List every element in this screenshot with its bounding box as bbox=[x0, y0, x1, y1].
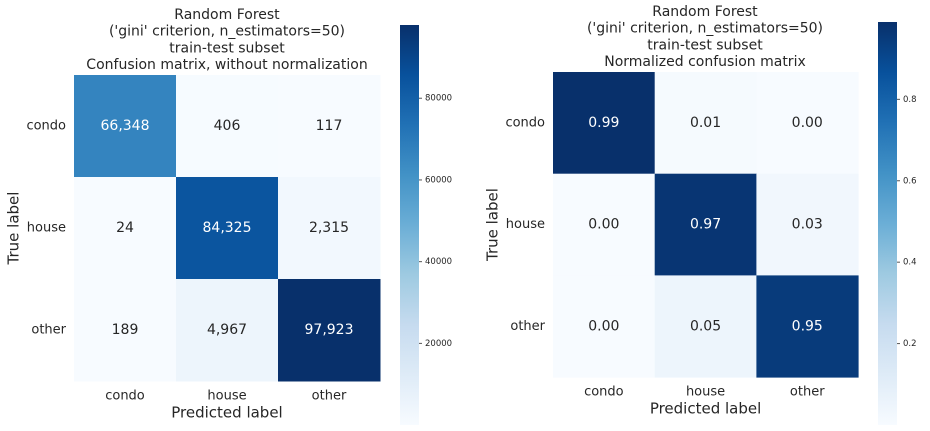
chart-title: train-test subset bbox=[169, 40, 285, 56]
cell-label: 189 bbox=[112, 322, 139, 338]
colorbar-tick-label: 0.4 bbox=[903, 258, 917, 268]
y-tick-label: other bbox=[31, 323, 66, 338]
colorbar-tick-label: 0.6 bbox=[903, 176, 917, 186]
cell-label: 2,315 bbox=[309, 220, 349, 236]
y-tick-label: condo bbox=[26, 119, 66, 134]
colorbar bbox=[400, 25, 419, 425]
chart-title: Random Forest bbox=[652, 4, 758, 20]
heatmap-cell bbox=[278, 177, 381, 280]
heatmap-cell bbox=[553, 275, 656, 378]
heatmap-cell bbox=[278, 75, 381, 178]
heatmap-cell bbox=[176, 279, 279, 382]
x-tick-label: house bbox=[207, 389, 246, 404]
x-tick-label: other bbox=[312, 389, 347, 404]
y-axis-label: True label bbox=[5, 192, 23, 266]
heatmap-cell bbox=[74, 279, 177, 382]
chart-title: Normalized confusion matrix bbox=[604, 54, 806, 70]
colorbar-tick-label: 60000 bbox=[425, 175, 452, 185]
cell-label: 0.00 bbox=[792, 115, 823, 131]
cell-label: 0.00 bbox=[588, 318, 619, 334]
heatmap-cell bbox=[278, 279, 381, 382]
colorbar-tick-label: 20000 bbox=[425, 339, 452, 349]
heatmap-cell bbox=[654, 275, 757, 378]
chart-title: ('gini' criterion, n_estimators=50) bbox=[587, 21, 823, 37]
heatmap-cell bbox=[553, 72, 656, 175]
cell-label: 84,325 bbox=[203, 220, 252, 236]
x-axis-label: Predicted label bbox=[171, 404, 282, 422]
colorbar-tick-label: 80000 bbox=[425, 94, 452, 104]
cell-label: 0.95 bbox=[792, 318, 823, 334]
y-axis-label: True label bbox=[484, 188, 502, 262]
colorbar-tick-label: 40000 bbox=[425, 257, 452, 267]
heatmap-cell bbox=[176, 75, 279, 178]
chart-title: ('gini' criterion, n_estimators=50) bbox=[109, 24, 345, 40]
x-tick-label: condo bbox=[105, 389, 145, 404]
x-tick-label: condo bbox=[584, 385, 624, 400]
colorbar bbox=[878, 22, 897, 425]
heatmap-cell bbox=[756, 173, 859, 276]
cell-label: 0.05 bbox=[690, 318, 721, 334]
cell-label: 4,967 bbox=[207, 322, 247, 338]
heatmap-cell bbox=[553, 173, 656, 276]
x-axis-label: Predicted label bbox=[650, 400, 761, 418]
heatmap-cell bbox=[74, 75, 177, 178]
cell-label: 0.99 bbox=[588, 115, 619, 131]
heatmap-cell bbox=[74, 177, 177, 280]
y-tick-label: condo bbox=[505, 115, 545, 130]
chart-title: train-test subset bbox=[647, 37, 763, 53]
cell-label: 66,348 bbox=[101, 118, 150, 134]
heatmap-cell bbox=[756, 275, 859, 378]
heatmap-cell bbox=[654, 173, 757, 276]
x-tick-label: house bbox=[686, 385, 725, 400]
chart-title: Confusion matrix, without normalization bbox=[86, 57, 367, 73]
cell-label: 0.03 bbox=[792, 217, 823, 233]
colorbar-tick-label: 0.8 bbox=[903, 95, 917, 105]
cell-label: 0.00 bbox=[588, 217, 619, 233]
colorbar-tick-label: 0.2 bbox=[903, 339, 917, 349]
x-tick-label: other bbox=[790, 385, 825, 400]
heatmap-cell bbox=[176, 177, 279, 280]
heatmap-cell bbox=[756, 72, 859, 175]
chart-title: Random Forest bbox=[174, 7, 280, 23]
y-tick-label: other bbox=[510, 319, 545, 334]
heatmap-cell bbox=[654, 72, 757, 175]
cell-label: 117 bbox=[316, 118, 343, 134]
y-tick-label: house bbox=[506, 217, 545, 232]
y-tick-label: house bbox=[27, 221, 66, 236]
cell-label: 24 bbox=[116, 220, 134, 236]
cell-label: 97,923 bbox=[305, 322, 354, 338]
cell-label: 0.01 bbox=[690, 115, 721, 131]
cell-label: 0.97 bbox=[690, 217, 721, 233]
cell-label: 406 bbox=[214, 118, 241, 134]
